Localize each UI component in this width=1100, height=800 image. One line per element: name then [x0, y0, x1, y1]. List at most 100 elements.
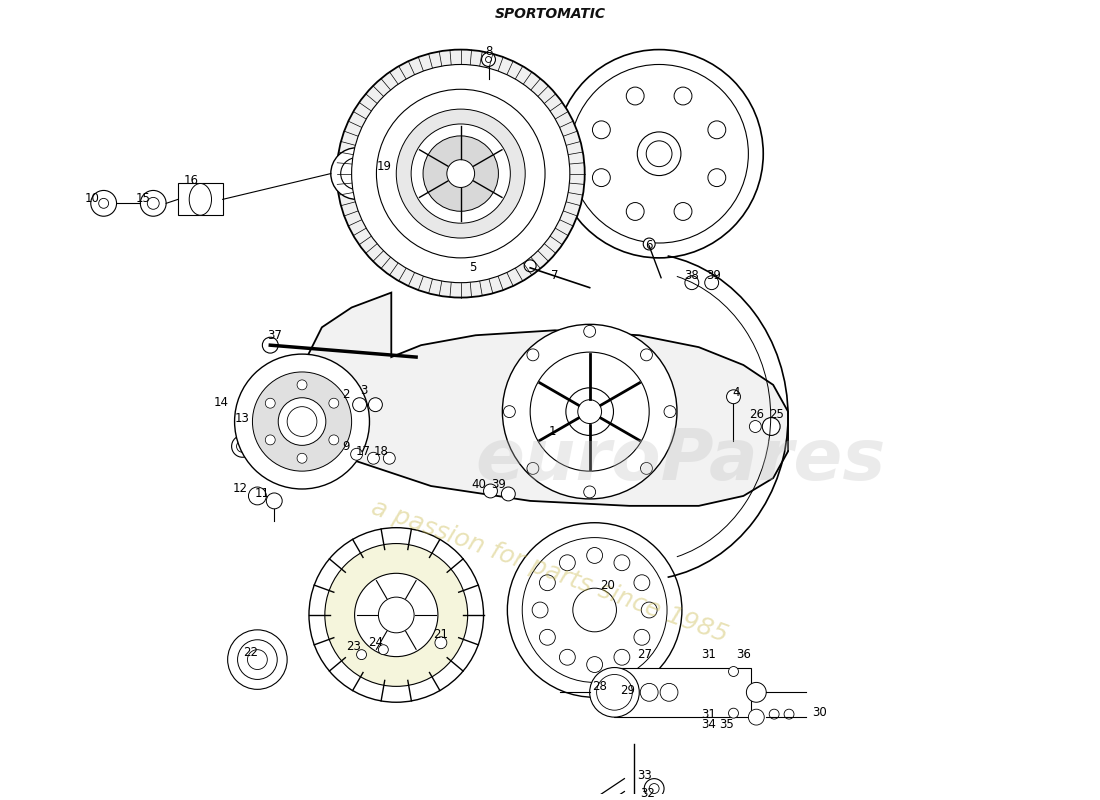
Circle shape	[324, 543, 468, 686]
Circle shape	[593, 169, 611, 186]
Circle shape	[784, 709, 794, 719]
Text: 19: 19	[377, 160, 392, 173]
Circle shape	[728, 708, 738, 718]
Circle shape	[278, 398, 326, 446]
Circle shape	[351, 448, 363, 460]
Circle shape	[596, 674, 632, 710]
Text: SPORTOMATIC: SPORTOMATIC	[495, 7, 605, 21]
Circle shape	[674, 87, 692, 105]
Text: 22: 22	[243, 646, 258, 659]
Circle shape	[434, 637, 447, 649]
Circle shape	[266, 493, 283, 509]
Circle shape	[634, 574, 650, 590]
Circle shape	[309, 528, 484, 702]
Circle shape	[424, 136, 498, 211]
Circle shape	[640, 683, 658, 702]
Circle shape	[530, 352, 649, 471]
Circle shape	[644, 238, 656, 250]
Circle shape	[708, 121, 726, 138]
Circle shape	[297, 380, 307, 390]
Text: 37: 37	[267, 329, 282, 342]
Circle shape	[228, 630, 287, 690]
Text: 32: 32	[640, 787, 654, 800]
Text: 14: 14	[213, 396, 228, 410]
Text: 18: 18	[374, 445, 388, 458]
Circle shape	[556, 50, 763, 258]
Circle shape	[485, 57, 492, 62]
Circle shape	[265, 435, 275, 445]
Circle shape	[527, 462, 539, 474]
Circle shape	[527, 349, 539, 361]
Circle shape	[249, 487, 266, 505]
Text: 29: 29	[620, 684, 635, 697]
Text: 12: 12	[233, 482, 248, 494]
Circle shape	[297, 454, 307, 463]
Text: 34: 34	[702, 718, 716, 730]
Circle shape	[238, 640, 277, 679]
Circle shape	[353, 398, 366, 412]
Circle shape	[248, 650, 267, 670]
Text: 5: 5	[469, 262, 476, 274]
Circle shape	[728, 666, 738, 677]
Circle shape	[747, 682, 767, 702]
Circle shape	[539, 574, 556, 590]
Text: 28: 28	[592, 680, 607, 693]
Text: 31: 31	[702, 648, 716, 661]
Circle shape	[634, 630, 650, 646]
Circle shape	[649, 783, 659, 794]
Text: 27: 27	[637, 648, 651, 661]
Circle shape	[626, 202, 645, 220]
Text: 8: 8	[485, 45, 492, 58]
Circle shape	[769, 709, 779, 719]
Circle shape	[539, 630, 556, 646]
Circle shape	[356, 650, 366, 659]
Circle shape	[504, 406, 515, 418]
Circle shape	[384, 452, 395, 464]
Circle shape	[565, 388, 614, 435]
Circle shape	[664, 406, 675, 418]
Circle shape	[378, 645, 388, 654]
Circle shape	[99, 198, 109, 208]
Circle shape	[236, 440, 249, 452]
Circle shape	[705, 276, 718, 290]
Text: 10: 10	[85, 192, 99, 205]
Circle shape	[641, 602, 657, 618]
Circle shape	[378, 597, 414, 633]
Circle shape	[646, 141, 672, 166]
Circle shape	[584, 326, 595, 338]
Text: 35: 35	[719, 718, 734, 730]
Circle shape	[147, 198, 160, 210]
Bar	[178, 183, 222, 215]
Circle shape	[614, 650, 630, 665]
Circle shape	[626, 87, 645, 105]
Circle shape	[507, 522, 682, 698]
Text: 6: 6	[646, 239, 653, 253]
Circle shape	[265, 398, 275, 408]
Text: 4: 4	[733, 386, 740, 399]
Circle shape	[252, 372, 352, 471]
Text: 16: 16	[184, 174, 198, 187]
Circle shape	[502, 487, 515, 501]
Circle shape	[411, 124, 510, 223]
Circle shape	[614, 555, 630, 570]
Text: 40: 40	[471, 478, 486, 490]
Text: 20: 20	[601, 578, 615, 592]
Circle shape	[645, 778, 664, 798]
Circle shape	[482, 53, 495, 66]
Circle shape	[447, 160, 474, 187]
Circle shape	[525, 260, 536, 272]
Text: euroPares: euroPares	[475, 426, 887, 494]
Circle shape	[586, 657, 603, 673]
Polygon shape	[307, 293, 788, 506]
Text: 17: 17	[356, 445, 371, 458]
Circle shape	[331, 148, 383, 199]
Circle shape	[337, 50, 585, 298]
Circle shape	[593, 121, 611, 138]
Text: 31: 31	[702, 708, 716, 721]
Circle shape	[263, 338, 278, 353]
Text: 39: 39	[491, 478, 506, 490]
Circle shape	[640, 462, 652, 474]
Circle shape	[590, 667, 639, 717]
Circle shape	[354, 574, 438, 657]
Circle shape	[748, 709, 764, 725]
